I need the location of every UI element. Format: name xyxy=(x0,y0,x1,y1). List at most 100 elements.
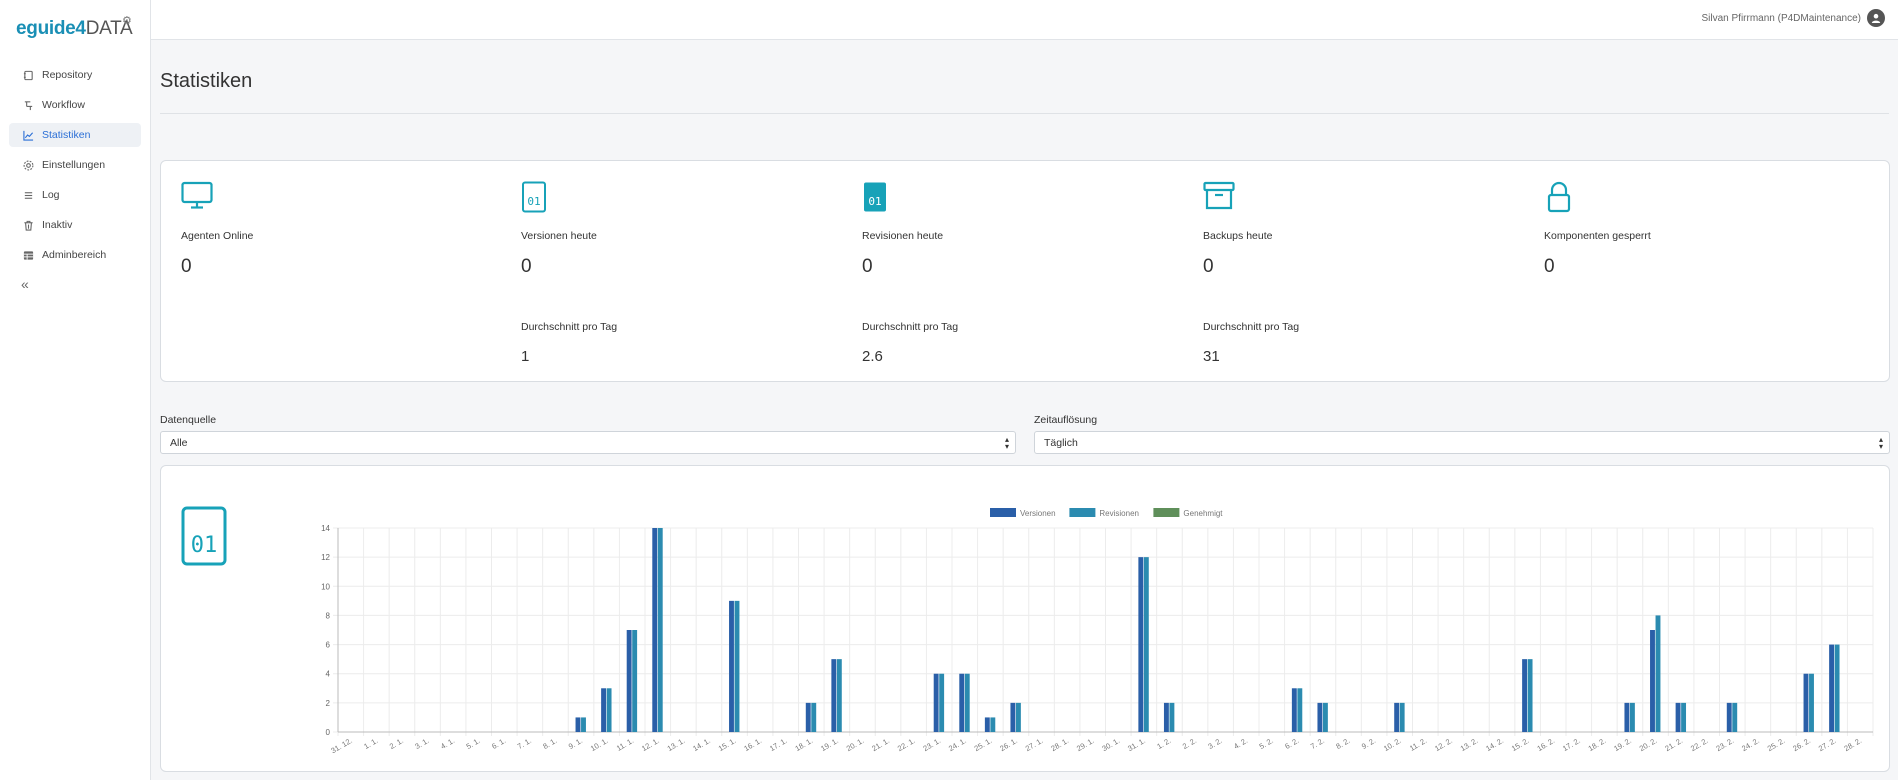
x-tick-label: 5. 2. xyxy=(1258,736,1275,751)
x-tick-label: 20. 1. xyxy=(845,736,866,753)
x-tick-label: 20. 2. xyxy=(1638,736,1659,753)
stats-card: Agenten Online 0 01 Versionen heute 0 Du… xyxy=(160,160,1890,382)
bar-versionen xyxy=(729,600,734,732)
version-file-icon: 01 xyxy=(521,181,553,213)
app-logo[interactable]: eguide4DATA ⚙ xyxy=(16,15,133,40)
x-tick-label: 28. 1. xyxy=(1049,736,1070,753)
x-tick-label: 11. 2. xyxy=(1408,736,1428,753)
x-tick-label: 27. 1. xyxy=(1024,736,1045,753)
sidebar: eguide4DATA ⚙ Repository Workflow Statis… xyxy=(0,0,151,780)
bar-revisionen xyxy=(1809,673,1814,732)
bar-revisionen xyxy=(1399,702,1405,732)
sidebar-item-label: Statistiken xyxy=(42,129,91,141)
x-tick-label: 29. 1. xyxy=(1075,736,1096,753)
logo-suffix: DATA xyxy=(85,18,133,39)
x-tick-label: 22. 2. xyxy=(1689,736,1710,753)
bar-revisionen xyxy=(1732,702,1738,732)
trash-icon xyxy=(22,219,34,231)
bar-revisionen xyxy=(1322,702,1328,732)
title-divider xyxy=(160,113,1889,114)
stat-komponenten-gesperrt: Komponenten gesperrt 0 xyxy=(1544,181,1844,277)
sidebar-item-log[interactable]: Log xyxy=(9,183,141,207)
x-tick-label: 25. 2. xyxy=(1766,736,1787,753)
sidebar-item-workflow[interactable]: Workflow xyxy=(9,93,141,117)
x-tick-label: 10. 2. xyxy=(1382,736,1403,753)
bar-revisionen xyxy=(1143,557,1149,732)
stat-avg-label: Durchschnitt pro Tag xyxy=(1203,321,1300,333)
user-name[interactable]: Silvan Pfirrmann (P4DMaintenance) xyxy=(1701,13,1861,24)
y-tick-label: 8 xyxy=(326,611,331,620)
x-tick-label: 27. 2. xyxy=(1817,736,1838,753)
sidebar-item-label: Inaktiv xyxy=(42,219,73,231)
zeitaufloesung-label: Zeitauflösung xyxy=(1034,414,1098,426)
x-tick-label: 18. 2. xyxy=(1587,736,1608,753)
bar-versionen xyxy=(1624,702,1630,732)
stat-label: Backups heute xyxy=(1203,230,1273,242)
y-tick-label: 14 xyxy=(321,524,330,533)
logo-main: eguide4 xyxy=(16,18,86,39)
x-tick-label: 9. 2. xyxy=(1360,736,1377,751)
stat-agents-online: Agenten Online 0 xyxy=(181,181,481,277)
datenquelle-select[interactable]: Alle ▴ ▾ xyxy=(160,431,1016,454)
stat-avg-label: Durchschnitt pro Tag xyxy=(862,321,959,333)
x-tick-label: 13. 1. xyxy=(666,736,687,753)
sidebar-item-label: Log xyxy=(42,189,60,201)
logo-gear-icon: ⚙ xyxy=(122,15,132,27)
zeitaufloesung-value: Täglich xyxy=(1044,437,1078,449)
stat-value: 0 xyxy=(521,256,532,277)
x-tick-label: 12. 1. xyxy=(640,736,661,753)
bar-versionen xyxy=(831,659,837,732)
x-tick-label: 26. 2. xyxy=(1791,736,1812,753)
x-tick-label: 25. 1. xyxy=(973,736,994,753)
sidebar-item-adminbereich[interactable]: Adminbereich xyxy=(9,243,141,267)
bar-versionen xyxy=(1394,702,1400,732)
list-icon xyxy=(22,189,34,201)
x-tick-label: 23. 2. xyxy=(1715,736,1736,753)
select-caret-icon: ▴ ▾ xyxy=(1878,435,1883,451)
stat-label: Revisionen heute xyxy=(862,230,944,242)
sidebar-item-label: Workflow xyxy=(42,99,85,111)
stat-label: Versionen heute xyxy=(521,230,597,242)
sidebar-item-statistiken[interactable]: Statistiken xyxy=(9,123,141,147)
x-tick-label: 1. 2. xyxy=(1155,736,1172,751)
x-tick-label: 15. 2. xyxy=(1510,736,1531,753)
page-title: Statistiken xyxy=(160,70,253,92)
bar-versionen xyxy=(984,717,990,732)
collapse-sidebar-icon[interactable]: « xyxy=(21,276,29,292)
x-tick-label: 5. 1. xyxy=(465,736,482,751)
stat-backups: Backups heute 0 Durchschnitt pro Tag 31 xyxy=(1203,181,1503,365)
bar-versionen xyxy=(1291,688,1297,732)
zeitaufloesung-select[interactable]: Täglich ▴ ▾ xyxy=(1034,431,1890,454)
bar-versionen xyxy=(575,717,581,732)
bar-versionen xyxy=(1522,659,1528,732)
x-tick-label: 30. 1. xyxy=(1101,736,1122,753)
bar-revisionen xyxy=(734,600,740,732)
bar-versionen xyxy=(805,702,811,732)
revision-file-icon: 01 xyxy=(862,181,894,212)
user-avatar-icon[interactable] xyxy=(1867,9,1885,27)
stat-revisionen: 01 Revisionen heute 0 Durchschnitt pro T… xyxy=(862,181,1162,365)
bar-versionen xyxy=(1010,702,1016,732)
x-tick-label: 3. 2. xyxy=(1206,736,1223,751)
monitor-icon xyxy=(181,181,213,211)
bar-revisionen xyxy=(990,717,996,732)
x-tick-label: 1. 1. xyxy=(362,736,379,751)
bar-revisionen xyxy=(1629,702,1635,732)
stat-avg-value: 31 xyxy=(1203,348,1220,365)
bar-revisionen xyxy=(939,673,945,732)
archive-icon xyxy=(1203,181,1235,211)
x-tick-label: 26. 1. xyxy=(998,736,1019,753)
x-tick-label: 31. 12. xyxy=(329,736,353,755)
y-tick-label: 2 xyxy=(326,699,331,708)
x-tick-label: 23. 1. xyxy=(921,736,942,753)
x-tick-label: 28. 2. xyxy=(1842,736,1863,753)
x-tick-label: 2. 2. xyxy=(1181,736,1198,751)
sidebar-item-repository[interactable]: Repository xyxy=(9,63,141,87)
x-tick-label: 19. 1. xyxy=(819,736,840,753)
sidebar-item-inaktiv[interactable]: Inaktiv xyxy=(9,213,141,237)
bar-revisionen xyxy=(1169,702,1175,732)
x-tick-label: 15. 1. xyxy=(717,736,738,753)
y-tick-label: 4 xyxy=(326,670,331,679)
sidebar-item-einstellungen[interactable]: Einstellungen xyxy=(9,153,141,177)
bar-revisionen xyxy=(811,702,817,732)
